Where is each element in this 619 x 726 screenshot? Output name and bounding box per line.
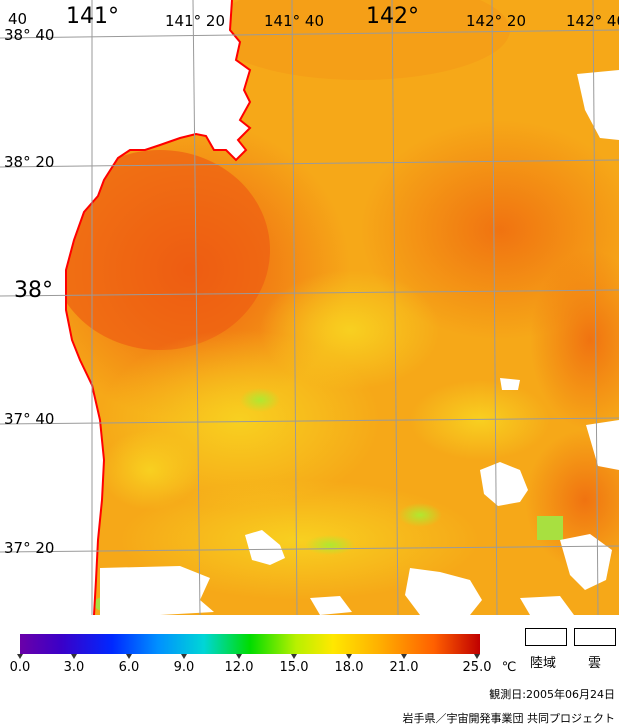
green-water-patch [240, 388, 280, 412]
lat-label-38-20: 38° 20 [4, 153, 55, 171]
lat-label-38-00: 38° [14, 278, 53, 303]
land-legend-swatch [525, 628, 567, 646]
colorbar-tick [474, 654, 480, 659]
cool-water-patch [100, 430, 200, 510]
colorbar-tick [291, 654, 297, 659]
green-water-patch [398, 503, 442, 527]
cloud-area [405, 568, 482, 615]
corner-label: 40 [8, 10, 28, 28]
project-credit: 岩手県／宇宙開発事業団 共同プロジェクト [402, 712, 616, 725]
cloud-area [586, 420, 619, 470]
colorbar-unit: ℃ [501, 660, 517, 675]
colorbar-tick-label: 25.0 [462, 660, 492, 675]
colorbar-tick-label: 18.0 [334, 660, 364, 675]
graticule [0, 0, 619, 615]
cloud-area [480, 462, 528, 506]
warm-water-patch [210, 0, 510, 80]
colorbar-tick-label: 15.0 [279, 660, 309, 675]
colorbar-tick-label: 12.0 [224, 660, 254, 675]
colorbar-tick [401, 654, 407, 659]
cool-water-patch [260, 270, 440, 390]
cloud-legend-label: 雲 [588, 656, 602, 671]
cloud-area [560, 534, 612, 590]
cloud-area [520, 596, 574, 615]
coastline [65, 0, 252, 615]
colorbar-tick-label: 3.0 [63, 660, 85, 675]
colorbar-tick [346, 654, 352, 659]
warm-water-patch [530, 250, 619, 430]
colorbar-tick-label: 0.0 [9, 660, 31, 675]
temperature-colorbar [20, 634, 480, 654]
warm-water-patch [50, 150, 270, 350]
observation-date: 観測日:2005年06月24日 [489, 688, 615, 701]
colorbar-tick [236, 654, 242, 659]
cloud-area [100, 566, 214, 615]
sea-surface-temperature-map [0, 0, 619, 615]
lon-label-142-40: 142° 40 [566, 12, 619, 30]
lon-label-141-40: 141° 40 [264, 12, 324, 30]
colorbar-tick-label: 6.0 [118, 660, 140, 675]
cloud-area [577, 70, 619, 140]
lon-label-141-00: 141° [66, 4, 119, 29]
colorbar-tick-label: 21.0 [389, 660, 419, 675]
cool-water-patch [410, 380, 550, 460]
lon-label-142-00: 142° [366, 4, 419, 29]
lon-label-142-20: 142° 20 [466, 12, 526, 30]
colorbar-tick-label: 9.0 [173, 660, 195, 675]
cloud-legend-swatch [574, 628, 616, 646]
green-water-patch [305, 535, 355, 555]
cloud-area [245, 530, 285, 565]
colorbar-tick [181, 654, 187, 659]
lon-label-141-20: 141° 20 [165, 12, 225, 30]
colorbar-tick [126, 654, 132, 659]
cloud-area [310, 596, 352, 615]
lat-label-38-40: 38° 40 [4, 26, 55, 44]
green-water-patch [537, 516, 563, 540]
lat-label-37-20: 37° 20 [4, 539, 55, 557]
cloud-area [500, 378, 520, 390]
lat-label-37-40: 37° 40 [4, 410, 55, 428]
colorbar-tick [71, 654, 77, 659]
land-area [0, 0, 250, 615]
land-legend-label: 陸域 [530, 656, 557, 671]
cool-water-patch [120, 480, 480, 600]
colorbar-tick [17, 654, 23, 659]
